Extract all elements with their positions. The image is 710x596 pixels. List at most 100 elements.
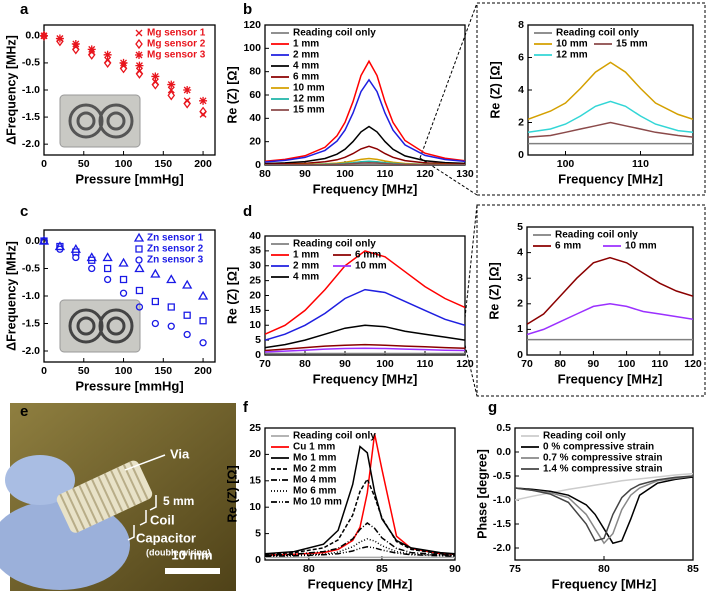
point [182,279,193,289]
y-axis-label: ΔFrequency [MHz] [4,241,18,351]
point [151,297,159,306]
sensor-photo [59,94,141,148]
x-axis-label: Frequency [MHz] [313,181,418,196]
x-tick-label: 80 [299,358,311,370]
y-tick-label: 80 [249,65,261,77]
y-tick-label: 0 [255,349,261,361]
point [88,256,96,264]
point [183,86,192,94]
point [150,268,161,278]
point [71,39,80,48]
legend-label: 6 mm [355,250,381,261]
legend-label: Reading coil only [293,28,376,39]
point [199,96,208,105]
y-tick-label: 5 [517,221,523,233]
x-tick-label: 100 [336,168,354,180]
point [199,317,207,325]
y-tick-label: -0.5 [493,470,511,482]
point [55,34,64,43]
x-axis-label: Frequency [MHz] [558,171,663,186]
x-tick-label: 110 [651,358,668,370]
y-tick-label: 100 [243,42,261,54]
legend-label: 4 mm [293,272,319,283]
y-tick-label: 10 [249,319,261,331]
y-axis-label: Phase [degree] [475,449,489,539]
line [528,61,693,121]
point [151,72,160,81]
line [265,161,465,165]
point [103,57,112,69]
x-tick-label: 90 [339,358,351,370]
point [199,339,207,347]
legend-label: 12 mm [556,50,588,61]
point [119,63,128,74]
y-axis-label: Re (Z) [Ω] [488,61,502,118]
panel: 70 80 90 100 110 120 0 1 2 3 4 5 Frequency [MHz] Re (… [487,221,702,387]
annotation: (double wiring) [146,547,211,557]
point [183,98,191,109]
legend-label: 1 mm [293,39,319,50]
point [87,49,96,60]
x-tick-label: 150 [155,158,173,170]
panel-label: b [243,1,252,18]
y-tick-label: 0 [518,149,524,161]
legend-label: 1 mm [293,250,319,261]
y-tick-label: 15 [249,304,261,316]
legend-label: Mo 4 mm [293,475,336,486]
point [103,275,112,284]
x-tick-label: 50 [78,365,90,377]
point [119,58,128,67]
line [265,538,455,557]
zoom-box [476,204,706,397]
legend-label: Reading coil only [556,28,639,39]
point [199,106,207,117]
point [167,303,175,311]
x-axis-label: Frequency [MHz] [308,576,413,591]
y-tick-label: 0.0 [496,446,511,458]
legend-label: 6 mm [555,241,581,252]
x-tick-label: 0 [41,158,47,170]
legend-label: 15 mm [293,105,325,116]
legend-label: 0.7 % compressive strain [543,453,663,464]
y-tick-label: 0.5 [496,422,511,434]
line [527,303,693,336]
zoom-guide [419,2,478,159]
point [119,275,128,284]
panel: g 75 80 85 0.5 0.0 -0.5 -1.0 -1.5 -2.0 Frequency [… [475,399,699,591]
y-tick-label: 5 [255,334,261,346]
line [515,472,693,501]
line [527,256,693,325]
line [265,445,455,555]
y-tick-label: -2.0 [22,345,40,357]
y-tick-label: 20 [249,135,261,147]
y-axis-label: Re (Z) [Ω] [225,267,239,324]
y-tick-label: 2 [517,298,523,310]
panel: c 0 50 100 150 200 0.0 -0.5 -1.0 -1.5 -2.0 Pressure… [4,203,216,393]
y-axis-label: ΔFrequency [MHz] [4,35,18,145]
y-tick-label: 10 [249,501,261,513]
y-tick-label: 40 [249,230,261,242]
x-tick-label: 100 [618,358,636,370]
y-tick-label: -1.5 [493,518,511,530]
panel: b80 90 100 110 120 130020406080100120Frequenc… [225,1,474,196]
line [265,125,465,165]
legend-label: 2 mm [293,50,319,61]
panel: 100 110 0 2 4 6 8 Frequency [MHz] Re (Z) [Ω] Read… [488,19,694,186]
x-axis-label: Pressure [mmHg] [75,378,183,393]
y-tick-label: 20 [249,448,261,460]
point [72,253,80,262]
y-tick-label: 6 [518,51,524,63]
point [87,45,96,54]
line [265,477,455,555]
y-tick-label: -0.5 [22,262,40,274]
legend-label: 10 mm [355,261,387,272]
x-tick-label: 75 [509,563,521,575]
point [167,90,176,101]
point [40,237,48,245]
legend-label: Reading coil only [293,431,376,442]
y-tick-label: -1.5 [22,111,40,123]
point [183,311,191,319]
y-tick-label: -2.0 [493,542,511,554]
x-tick-label: 120 [456,358,474,370]
